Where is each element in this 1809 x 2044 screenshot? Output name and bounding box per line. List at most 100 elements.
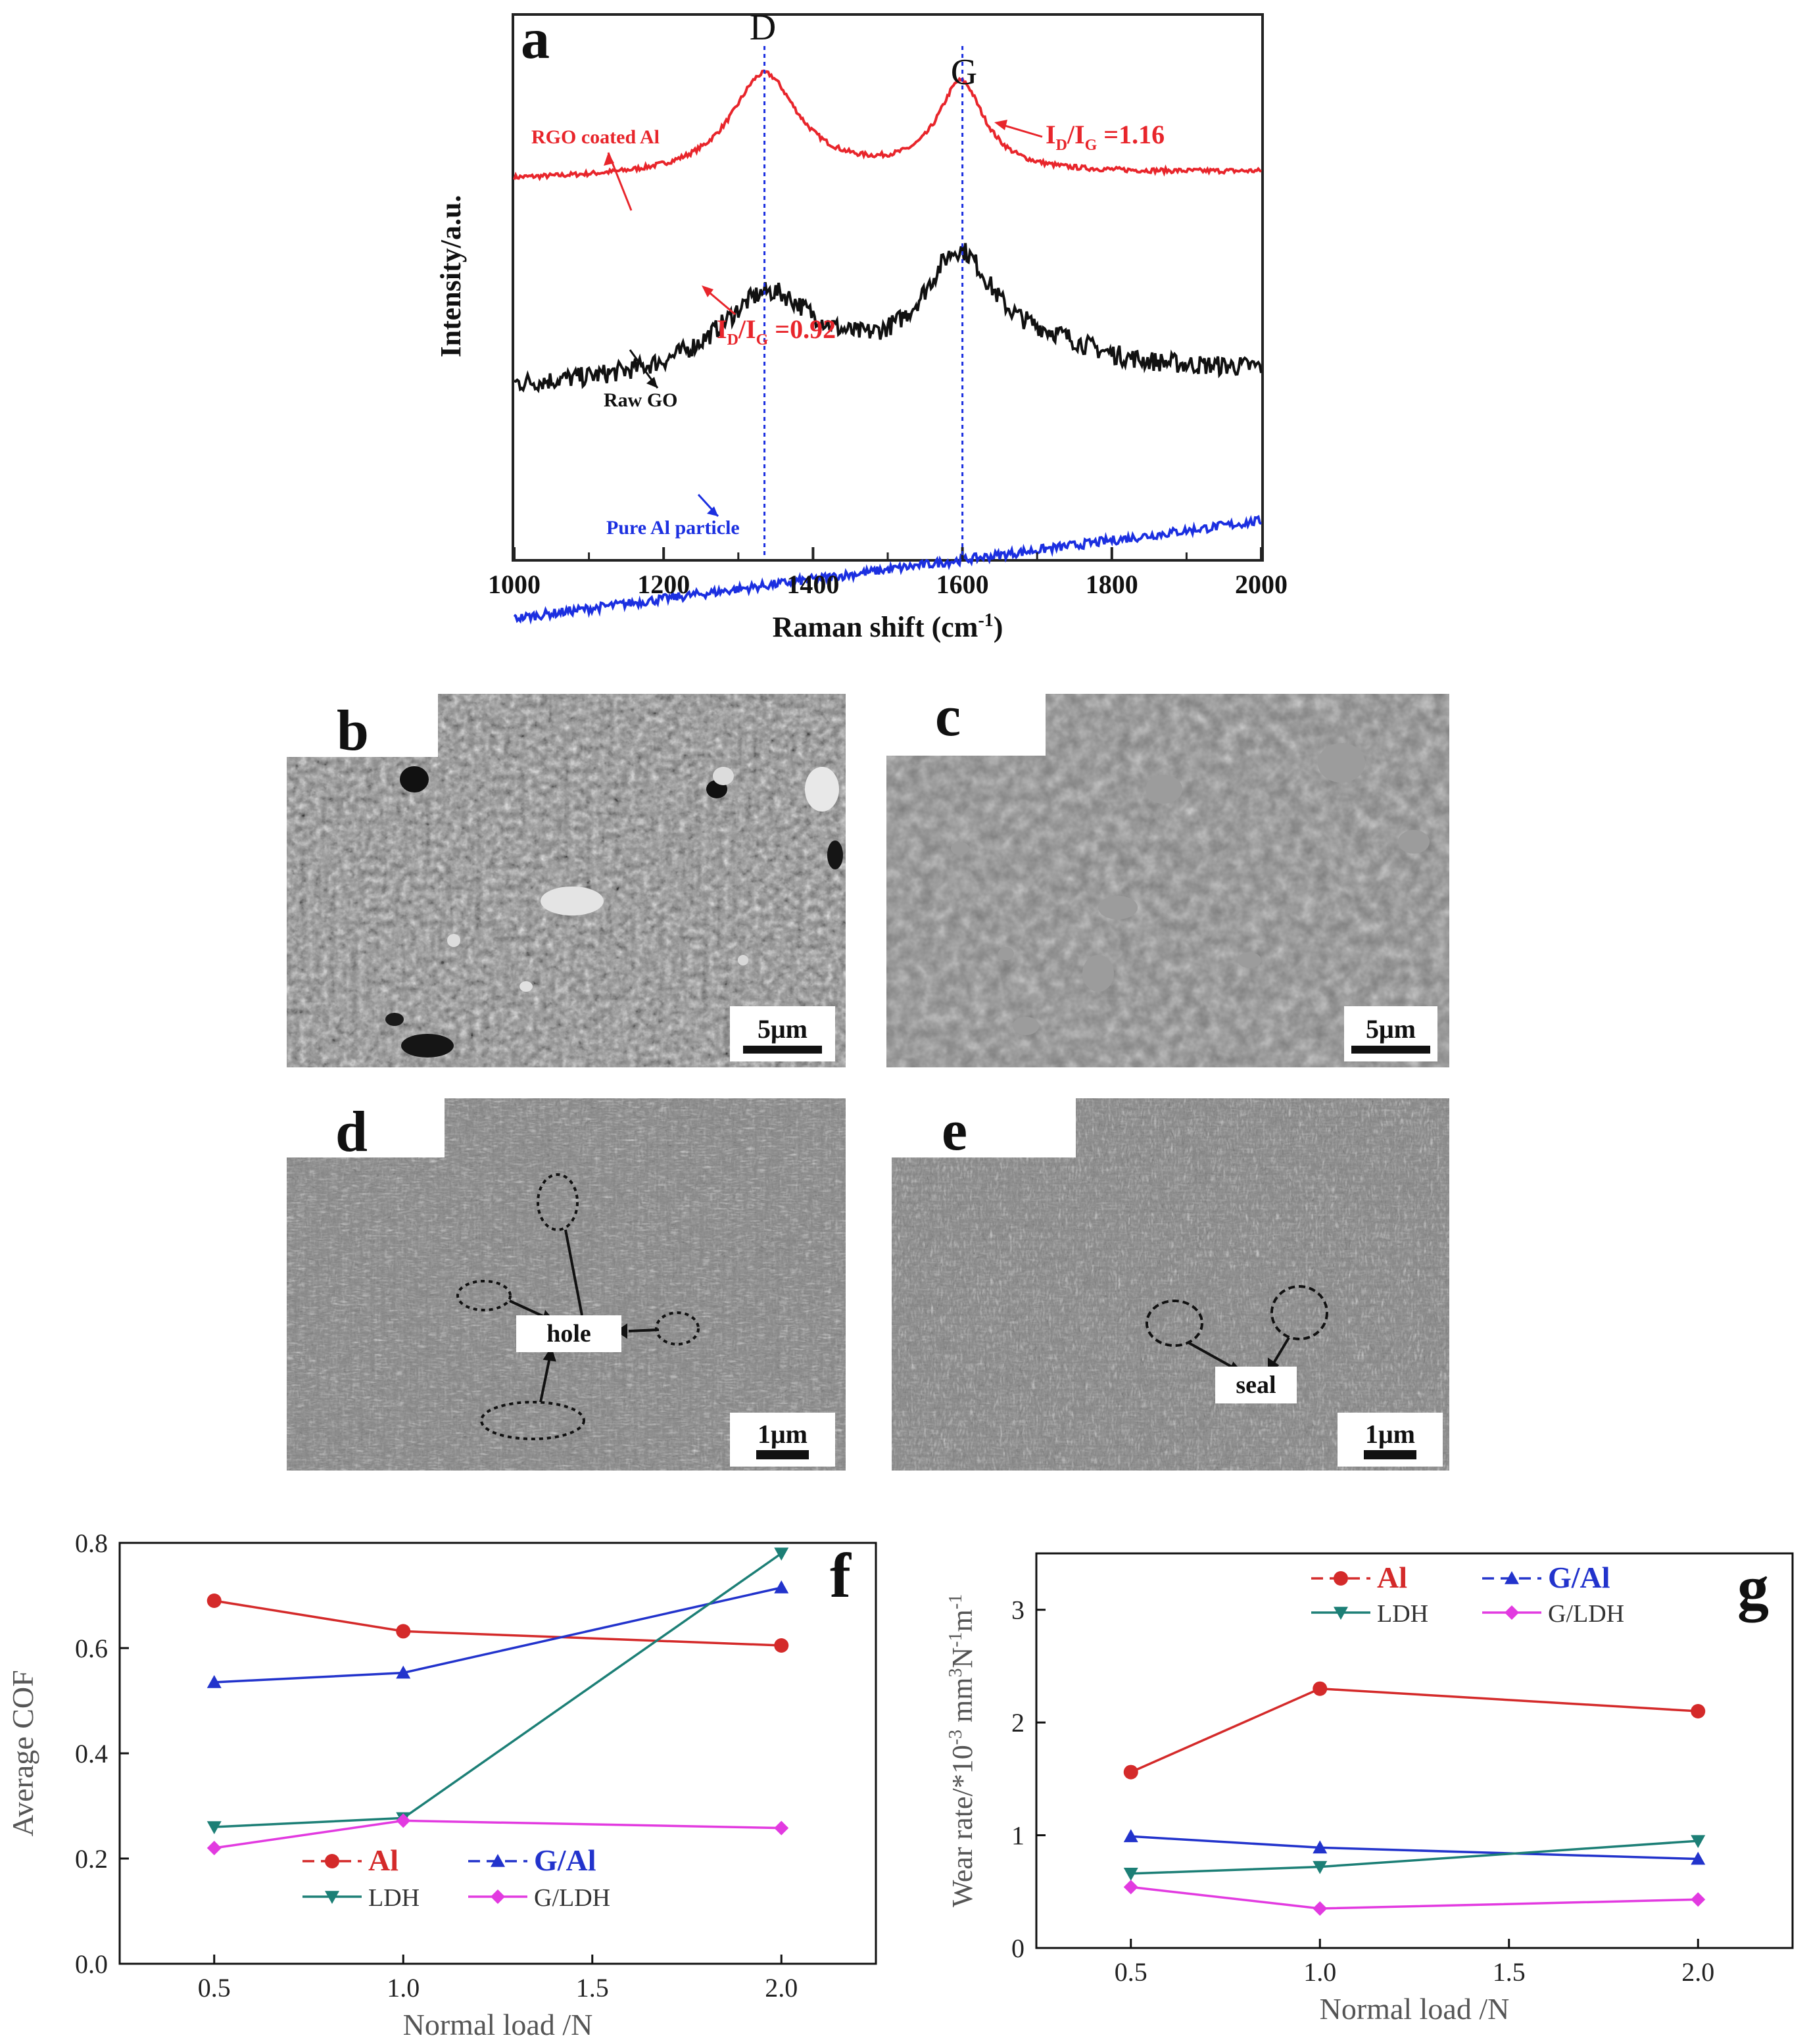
panel-e-sem-image: e seal 1μm	[892, 1098, 1449, 1471]
x-tick-label: 1.5	[1493, 1957, 1526, 1987]
series-line-ldh	[214, 1552, 783, 1828]
x-tick-label: 2.0	[765, 1973, 798, 2003]
y-tick-label: 0.6	[75, 1634, 108, 1663]
y-tick-label: 0	[1011, 1934, 1025, 1963]
legend-label-g-al: G/Al	[1548, 1561, 1610, 1594]
data-point-g-al	[396, 1665, 411, 1679]
panel-letter-e-box	[892, 1098, 1076, 1157]
data-point-g-al	[774, 1580, 789, 1594]
series-line-al	[1130, 1687, 1699, 1774]
scale-bar-d	[756, 1450, 809, 1459]
legend-label-al: Al	[1377, 1561, 1407, 1594]
raman-y-axis-title: Intensity/a.u.	[435, 195, 467, 358]
x-tick-label: 1.0	[387, 1973, 420, 2003]
data-point-g-al	[1691, 1851, 1706, 1865]
panel-f-cof-chart: 0.5 1.0 1.5 2.0 0.0 0.2 0.4 0.6 0.8 f Al G/Al LDH G…	[6, 1528, 877, 2041]
raman-x-tick-label: 1000	[488, 570, 541, 599]
raman-series-rgo-coated-al	[513, 69, 1263, 182]
data-point-ldh	[1123, 1868, 1138, 1881]
panel-letter-a: a	[521, 7, 550, 71]
hole-marker-1	[537, 1173, 579, 1231]
panel-letter-b-box	[287, 694, 438, 757]
panel-a-raman-chart: 1000 1200 1400 1600 1800 2000 a D G RGO coate…	[435, 7, 1288, 643]
panel-g-axes-frame	[1035, 1552, 1794, 1949]
data-point-g-al	[1123, 1829, 1138, 1843]
data-point-g-ldh	[1123, 1880, 1138, 1895]
data-point-g-ldh	[396, 1813, 411, 1828]
series-arrowhead-rgo	[604, 153, 614, 166]
panel-letter-g: g	[1737, 1552, 1769, 1622]
cof-y-axis-title: Average COF	[6, 1670, 39, 1836]
scale-bar-b-label: 5μm	[758, 1014, 808, 1044]
data-point-al	[206, 1594, 222, 1608]
legend-label-g-ldh: G/LDH	[1548, 1600, 1624, 1628]
series-label-rgo: RGO coated Al	[531, 126, 660, 148]
hole-label: hole	[546, 1320, 591, 1348]
sem-e-texture-overlay	[892, 1098, 1449, 1471]
panel-letter-e: e	[942, 1099, 967, 1163]
panel-b-sem-image: b 5μm	[287, 694, 846, 1067]
data-point-al	[396, 1624, 411, 1639]
raman-peak-lines	[763, 46, 964, 559]
legend-marker-g-al	[1505, 1571, 1519, 1584]
y-tick-label: 0.4	[75, 1739, 108, 1768]
data-point-ldh	[774, 1547, 789, 1561]
raman-x-tick-label: 2000	[1235, 570, 1288, 599]
scale-bar-d-label: 1μm	[758, 1419, 808, 1449]
panel-letter-d-box	[287, 1098, 445, 1157]
hole-marker-4	[480, 1401, 585, 1440]
sem-d-texture-overlay	[287, 1098, 846, 1471]
panel-c-sem-image: c 5μm	[886, 685, 1449, 1067]
seal-label-box	[1215, 1367, 1297, 1403]
hole-label-box	[516, 1315, 621, 1352]
legend-marker-g-ldh	[491, 1889, 505, 1904]
seal-marker-1	[1146, 1300, 1203, 1347]
raman-x-ticks: 1000 1200 1400 1600 1800 2000	[488, 547, 1288, 599]
raman-x-tick-label: 1200	[637, 570, 690, 599]
y-tick-label: 2	[1011, 1708, 1025, 1738]
y-tick-label: 0.8	[75, 1528, 108, 1558]
y-tick-label: 1	[1011, 1821, 1025, 1851]
scale-bar-e	[1364, 1450, 1416, 1459]
wear-x-axis-title: Normal load /N	[1320, 1992, 1510, 2026]
sem-b-particles	[385, 766, 843, 1058]
legend-label-g-al: G/Al	[534, 1843, 596, 1877]
raman-x-tick-label: 1400	[786, 570, 839, 599]
y-tick-label: 0.0	[75, 1949, 108, 1979]
ratio-arrow-raw-go	[705, 288, 736, 316]
y-tick-label: 3	[1011, 1595, 1025, 1625]
cof-legend: Al G/Al LDH G/LDH	[302, 1843, 610, 1912]
wear-series	[1123, 1681, 1706, 1916]
x-tick-label: 2.0	[1681, 1957, 1714, 1987]
wear-y-axis-title: Wear rate/*10-3 mm3N-1m-1	[946, 1594, 978, 1907]
x-tick-label: 1.5	[576, 1973, 609, 2003]
legend-marker-ldh	[325, 1891, 339, 1904]
ratio-arrowhead-rgo	[994, 120, 1007, 130]
legend-marker-g-al	[491, 1854, 505, 1867]
series-label-pure-al: Pure Al particle	[606, 517, 740, 539]
panel-letter-f: f	[830, 1540, 852, 1611]
x-tick-label: 0.5	[1115, 1957, 1147, 1987]
series-line-g-ldh	[214, 1819, 782, 1849]
panel-g-wear-chart: 0.5 1.0 1.5 2.0 0 1 2 3 g Al G/Al LDH G/LDH Normal…	[946, 1552, 1794, 2026]
legend-marker-al	[325, 1854, 339, 1868]
data-point-g-al	[1313, 1840, 1328, 1854]
seal-label: seal	[1236, 1371, 1276, 1399]
ratio-text-raw-go: ID/IG =0.92	[717, 314, 836, 349]
raman-series-pure-al-particle	[513, 514, 1263, 625]
legend-marker-g-ldh	[1505, 1605, 1519, 1620]
scale-bar-c-label: 5μm	[1366, 1014, 1416, 1044]
legend-label-g-ldh: G/LDH	[534, 1884, 610, 1912]
legend-label-ldh: LDH	[1377, 1600, 1428, 1628]
data-point-al	[1123, 1764, 1138, 1780]
data-point-g-ldh	[774, 1820, 789, 1836]
x-tick-label: 1.0	[1303, 1957, 1336, 1987]
legend-marker-al	[1334, 1571, 1348, 1586]
cof-series	[206, 1547, 789, 1855]
panel-letter-b: b	[337, 699, 369, 763]
panel-letter-c: c	[935, 685, 961, 748]
x-tick-label: 0.5	[198, 1973, 231, 2003]
hole-markers	[456, 1173, 700, 1440]
peak-label-g: G	[951, 52, 977, 93]
